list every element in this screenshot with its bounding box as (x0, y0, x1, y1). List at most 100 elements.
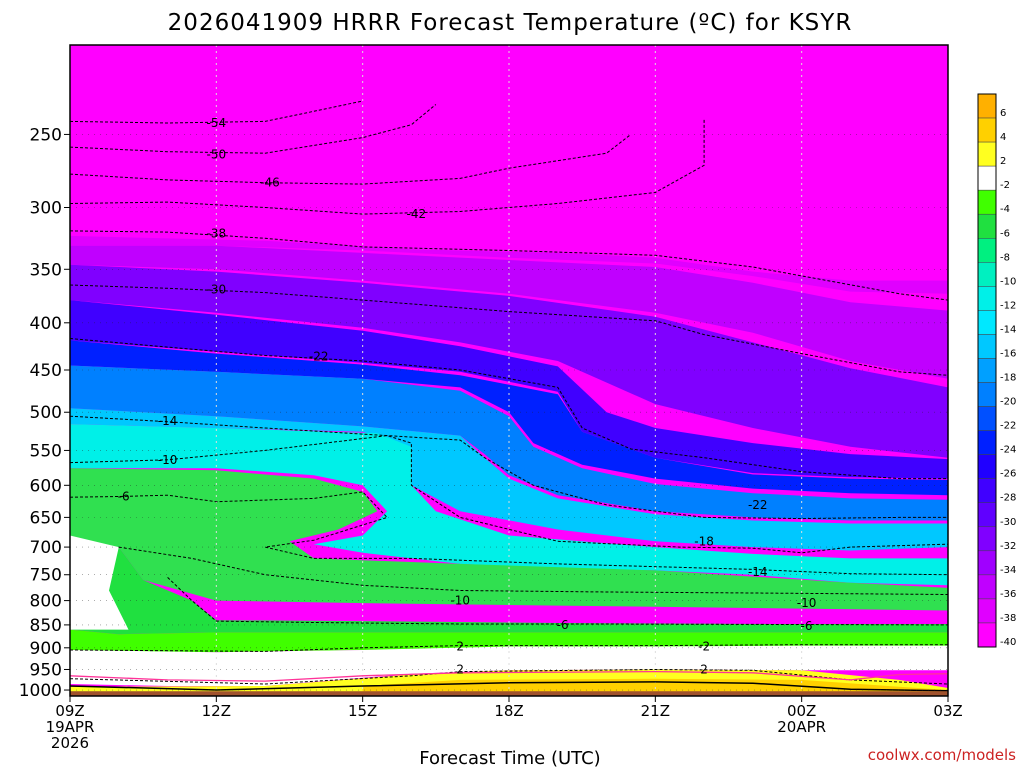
colorbar-swatch-3 (977, 165, 997, 191)
temperature-band-1 (70, 245, 948, 379)
isotherm-line-8 (69, 435, 949, 554)
colorbar-label-5: -6 (1000, 228, 1010, 239)
temperature-band-9 (70, 541, 948, 635)
x-tick-label-0-1: 19APR (46, 718, 95, 736)
x-tick-label-0-2: 2026 (51, 734, 89, 752)
isotherm-line-10 (118, 546, 949, 595)
colorbar-swatch-22 (977, 622, 997, 648)
ground-fill (70, 691, 948, 696)
credit-text: coolwx.com/models (868, 746, 1016, 764)
y-tick-label-6: 550 (30, 441, 62, 461)
colorbar-legend: 6 4 2 -2 -4 -6 -8 -10 -12 -14 -16 -18 -20 -22 -24 -26 -2… (977, 93, 1016, 648)
isotherm-line-5 (69, 284, 949, 376)
contour-label-10: -22 (748, 498, 768, 512)
colorbar-swatch-16 (977, 478, 997, 503)
y-tick-label-4: 450 (30, 361, 62, 381)
colorbar-label-21: -38 (1000, 613, 1016, 624)
isotherm-line-1 (69, 104, 437, 154)
x-tick-label-0-0: 09Z (55, 702, 84, 720)
contour-label-11: -18 (694, 534, 714, 548)
y-tick-label-0: 250 (30, 125, 62, 145)
y-tick-label-12: 850 (30, 616, 62, 636)
y-tick-label-8: 650 (30, 508, 62, 528)
contour-label-7: -14 (158, 414, 178, 428)
contour-label-14: -10 (797, 596, 817, 610)
colorbar-swatch-6 (977, 238, 997, 263)
x-axis-label: Forecast Time (UTC) (419, 748, 600, 768)
colorbar-label-18: -32 (1000, 541, 1016, 552)
colorbar-frame (977, 93, 997, 648)
colorbar-swatch-9 (977, 310, 997, 335)
temperature-band-3 (70, 300, 948, 479)
colorbar-label-3: -2 (1000, 180, 1010, 191)
isotherm-line-2 (69, 134, 632, 185)
above-freezing-pocket (70, 535, 129, 630)
contour-label-9: -6 (118, 490, 130, 504)
chart-title: 2026041909 HRRR Forecast Temperature (ºC… (168, 10, 853, 36)
contour-label-12: -14 (748, 565, 768, 579)
y-tick-label-9: 700 (30, 538, 62, 558)
y-tick-label-3: 400 (30, 314, 62, 334)
temperature-band-7 (70, 424, 948, 586)
isotherm-line-4 (69, 230, 949, 301)
x-tick-label-2-0: 15Z (348, 702, 377, 720)
colorbar-label-16: -28 (1000, 493, 1016, 504)
colorbar-label-15: -26 (1000, 469, 1016, 480)
colorbar-swatch-1 (977, 117, 997, 143)
contour-label-6: -22 (309, 349, 329, 363)
colorbar-label-0: 6 (1000, 108, 1006, 119)
contour-label-1: -50 (207, 148, 227, 162)
colorbar-swatch-7 (977, 262, 997, 287)
colorbar-label-12: -20 (1000, 397, 1016, 408)
colorbar-label-1: 4 (1000, 132, 1006, 143)
x-tick-label-3-0: 18Z (494, 702, 523, 720)
y-tick-label-11: 800 (30, 592, 62, 612)
y-tick-label-15: 1000 (19, 681, 62, 701)
colorbar-swatch-8 (977, 286, 997, 311)
colorbar-label-13: -22 (1000, 421, 1016, 432)
contour-label-0: -54 (207, 116, 227, 130)
colorbar-label-7: -10 (1000, 276, 1016, 287)
temperature-band-8 (70, 468, 948, 611)
y-tick-label-1: 300 (30, 199, 62, 219)
colorbar-swatch-11 (977, 358, 997, 383)
colorbar-label-14: -24 (1000, 445, 1016, 456)
colorbar-swatch-5 (977, 213, 997, 239)
contour-label-2: -46 (260, 176, 280, 190)
freezing-line (69, 670, 949, 682)
plot-area: -54-50-46-42-38-30-22-14-10-6-22-18-14-1… (69, 44, 949, 697)
colorbar-swatch-21 (977, 598, 997, 624)
isotherm-line-9 (69, 491, 949, 576)
y-tick-label-5: 500 (30, 403, 62, 423)
isotherm-line-12 (69, 644, 948, 652)
colorbar-swatch-2 (977, 141, 997, 167)
colorbar-label-17: -30 (1000, 517, 1016, 528)
colorbar-label-11: -18 (1000, 373, 1016, 384)
colorbar-swatch-17 (977, 502, 997, 528)
temperature-band-2 (70, 264, 948, 458)
y-tick-label-10: 750 (30, 566, 62, 586)
colorbar-swatch-19 (977, 550, 997, 576)
colorbar-label-20: -36 (1000, 589, 1016, 600)
temperature-band-4 (70, 340, 948, 496)
contour-label-5: -30 (207, 282, 227, 296)
colorbar-swatch-4 (977, 189, 997, 215)
temperature-band-6 (70, 408, 948, 551)
colorbar-swatch-12 (977, 382, 997, 407)
y-tick-label-13: 900 (30, 639, 62, 659)
contour-label-8: -10 (158, 453, 178, 467)
colorbar-label-4: -4 (1000, 204, 1010, 215)
contour-label-4: -38 (207, 226, 227, 240)
colorbar-swatch-14 (977, 430, 997, 455)
x-tick-label-5-1: 20APR (777, 718, 826, 736)
isotherm-line-3 (69, 118, 705, 215)
y-tick-label-14: 950 (30, 660, 62, 680)
isotherm-line-11 (167, 577, 949, 626)
colorbar-swatch-0 (977, 93, 997, 119)
isotherm-line-0 (69, 100, 363, 124)
temperature-band-0 (70, 235, 948, 294)
colorbar-label-10: -16 (1000, 348, 1016, 359)
x-tick-label-4-0: 21Z (641, 702, 670, 720)
colorbar-label-8: -12 (1000, 300, 1016, 311)
